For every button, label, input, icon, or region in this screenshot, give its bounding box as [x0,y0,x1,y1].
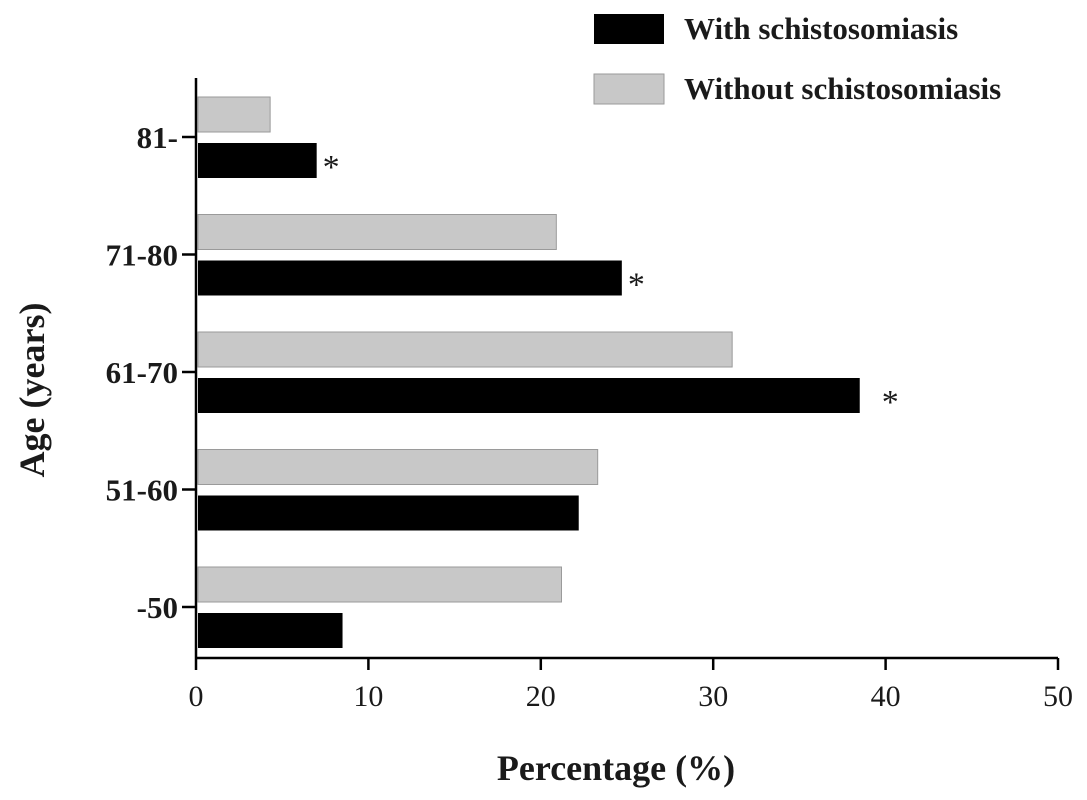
bars-group [197,96,860,648]
legend-swatch-with [594,14,664,44]
x-tick-label: 40 [871,680,901,713]
x-tick-label: 50 [1043,680,1073,713]
significance-asterisk: * [323,149,340,186]
x-tick-label: 30 [698,680,728,713]
significance-asterisk: * [882,384,899,421]
bar-without-schistosomiasis [197,566,562,603]
x-axis-title: Percentage (%) [497,748,735,788]
legend-swatch-without [593,73,665,105]
y-tick-label: 61-70 [106,355,178,390]
y-tick-label: 71-80 [106,238,178,273]
x-tick-label: 20 [526,680,556,713]
bar-with-schistosomiasis [198,613,343,648]
bar-with-schistosomiasis [198,260,622,296]
x-tick-label: 10 [353,680,383,713]
significance-asterisk: * [628,267,645,304]
bar-with-schistosomiasis [198,378,860,413]
axes-group: 0 10 20 30 40 50 -50 51-60 61-70 71-80 81- [106,78,1073,713]
bar-without-schistosomiasis [197,449,599,485]
bar-without-schistosomiasis [197,214,557,250]
legend-label-with: With schistosomiasis [684,11,958,46]
annotations-group: * * * [323,149,899,421]
bar-with-schistosomiasis [198,143,317,178]
y-axis-title: Age (years) [12,303,52,478]
bar-without-schistosomiasis [197,96,271,133]
bar-without-schistosomiasis [197,331,733,368]
y-tick-label: 51-60 [106,473,178,508]
y-tick-label: -50 [137,590,178,625]
y-tick-label: 81- [137,120,178,155]
legend: With schistosomiasis Without schistosomia… [593,11,1001,106]
legend-label-without: Without schistosomiasis [684,71,1001,106]
bar-with-schistosomiasis [198,495,579,531]
x-tick-label: 0 [189,680,204,713]
